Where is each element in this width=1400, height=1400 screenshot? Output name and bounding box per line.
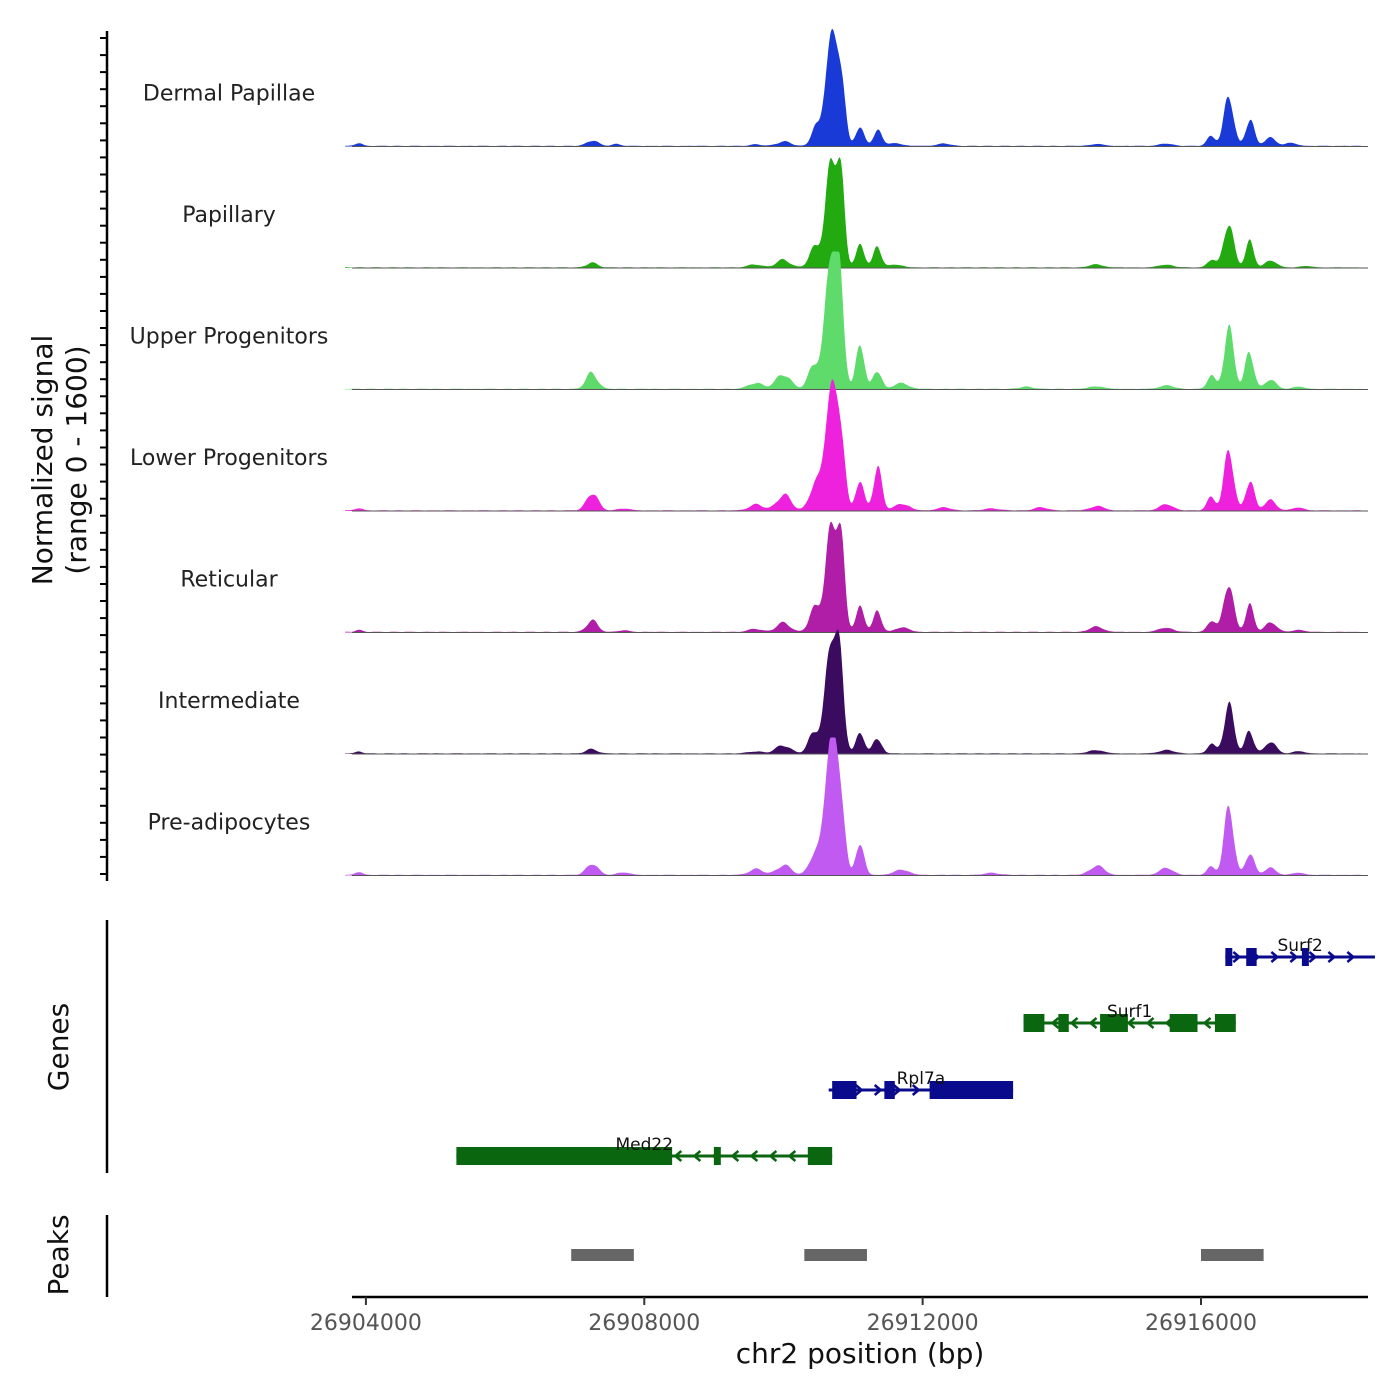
- gene-surf2: Surf2: [1225, 936, 1375, 966]
- strand-arrow: [1088, 1017, 1098, 1029]
- signal-area: [345, 28, 1361, 147]
- strand-arrow: [730, 1150, 740, 1162]
- peak-region: [571, 1249, 634, 1261]
- gene-rpl7a: Rpl7a: [828, 1069, 1014, 1099]
- peak-track: [571, 1249, 1264, 1261]
- signal-area: [345, 379, 1361, 511]
- gene-exon: [1246, 948, 1257, 966]
- peaks-axis-title: Peaks: [42, 1214, 75, 1295]
- strand-arrow: [873, 1084, 883, 1096]
- strand-arrow: [1232, 951, 1242, 963]
- strand-arrow: [1145, 1017, 1155, 1029]
- peak-region: [804, 1249, 867, 1261]
- strand-arrow: [787, 1150, 797, 1162]
- strand-arrow: [1346, 951, 1356, 963]
- gene-label: Surf1: [1107, 1002, 1152, 1022]
- genes-axis-title: Genes: [42, 1003, 75, 1091]
- track-dermal-papillae: Dermal Papillae: [143, 28, 1368, 147]
- gene-exon: [456, 1147, 673, 1165]
- track-label: Papillary: [182, 203, 276, 228]
- x-axis-title: chr2 position (bp): [736, 1337, 985, 1370]
- strand-arrow: [892, 1084, 902, 1096]
- strand-arrow: [911, 1084, 921, 1096]
- track-intermediate: Intermediate: [158, 629, 1368, 755]
- gene-label: Rpl7a: [897, 1069, 946, 1089]
- gene-exon: [884, 1081, 895, 1099]
- gene-exon: [1301, 948, 1309, 966]
- gene-exon: [929, 1081, 1014, 1099]
- track-upper-progenitors: Upper Progenitors: [130, 251, 1368, 390]
- gene-med22: Med22: [456, 1135, 833, 1165]
- gene-exon: [807, 1147, 833, 1165]
- gene-exon: [1225, 948, 1233, 966]
- track-reticular: Reticular: [180, 521, 1368, 633]
- track-lower-progenitors: Lower Progenitors: [130, 379, 1368, 512]
- strand-arrow: [1069, 1017, 1079, 1029]
- signal-area: [345, 521, 1361, 633]
- signal-area: [345, 629, 1361, 754]
- strand-arrow: [1327, 951, 1337, 963]
- track-papillary: Papillary: [182, 157, 1368, 269]
- x-tick-label: 26904000: [310, 1311, 422, 1336]
- gene-exon: [1214, 1014, 1236, 1032]
- axes: 26904000 26908000 26912000 26916000: [100, 31, 1368, 1336]
- x-tick-label: 26912000: [867, 1311, 979, 1336]
- gene-label: Med22: [615, 1135, 673, 1155]
- coverage-tracks: Dermal Papillae Papillary Upper Progenitor…: [130, 28, 1368, 876]
- peak-region: [1200, 1249, 1264, 1261]
- x-tick-label: 26908000: [588, 1311, 700, 1336]
- gene-surf1: Surf1: [1023, 1002, 1236, 1032]
- gene-exon: [1169, 1014, 1198, 1032]
- track-pre-adipocytes: Pre-adipocytes: [148, 737, 1368, 876]
- track-label: Upper Progenitors: [130, 325, 329, 350]
- gene-label: Surf2: [1277, 936, 1322, 956]
- strand-arrow: [1050, 1017, 1060, 1029]
- x-tick-label: 26916000: [1145, 1311, 1257, 1336]
- signal-area: [345, 157, 1361, 268]
- signal-area: [345, 737, 1361, 876]
- track-label: Dermal Papillae: [143, 82, 315, 107]
- gene-exon: [1058, 1014, 1069, 1032]
- track-label: Intermediate: [158, 689, 300, 714]
- track-label: Reticular: [180, 568, 278, 593]
- strand-arrow: [673, 1150, 683, 1162]
- y-axis-range: (range 0 - 1600): [60, 345, 93, 574]
- strand-arrow: [692, 1150, 702, 1162]
- strand-arrow: [1308, 951, 1318, 963]
- strand-arrow: [854, 1084, 864, 1096]
- strand-arrow: [749, 1150, 759, 1162]
- gene-exon: [1100, 1014, 1128, 1032]
- gene-exon: [1023, 1014, 1045, 1032]
- strand-arrow: [1202, 1017, 1212, 1029]
- gene-exon: [832, 1081, 857, 1099]
- track-label: Lower Progenitors: [130, 446, 328, 471]
- strand-arrow: [768, 1150, 778, 1162]
- signal-area: [345, 251, 1361, 390]
- strand-arrow: [1270, 951, 1280, 963]
- strand-arrow: [1289, 951, 1299, 963]
- gene-track: Surf2 Surf1 Rpl7a Med22: [456, 936, 1375, 1165]
- y-axis-title: Normalized signal: [26, 335, 59, 586]
- strand-arrow: [1126, 1017, 1136, 1029]
- gene-exon: [713, 1147, 721, 1165]
- track-label: Pre-adipocytes: [148, 811, 311, 836]
